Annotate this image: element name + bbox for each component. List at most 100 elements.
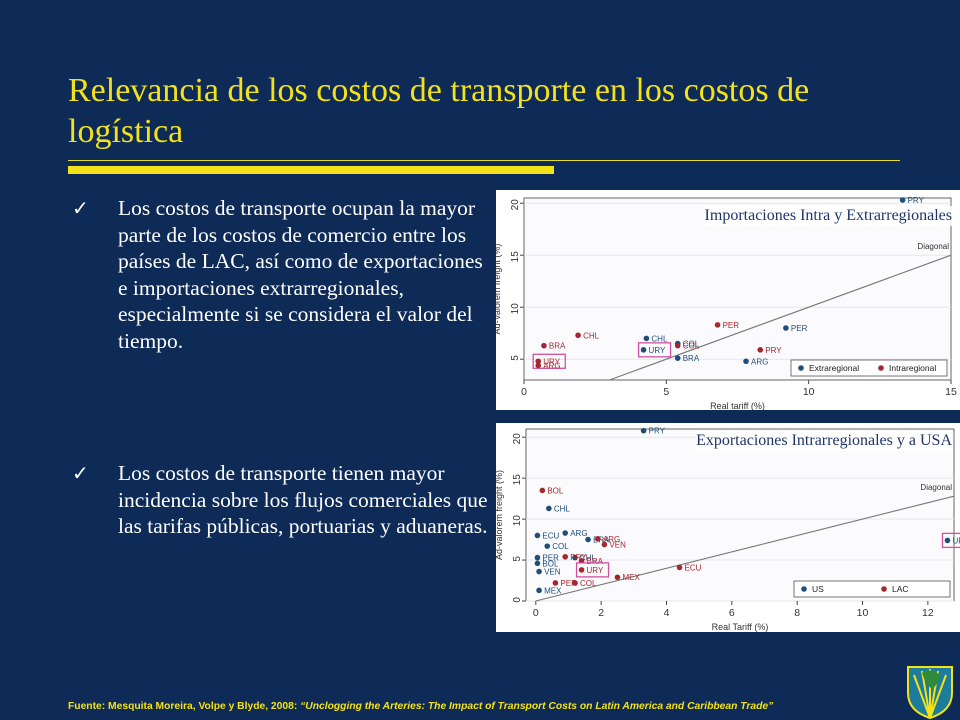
- point-label: MEX: [544, 586, 562, 595]
- diagonal-line: [535, 495, 955, 602]
- x-tick-label: 2: [598, 607, 604, 619]
- point-label: BOL: [547, 486, 564, 495]
- source-citation: Fuente: Mesquita Moreira, Volpe y Blyde,…: [68, 701, 773, 712]
- point-label: ARG: [570, 529, 587, 538]
- data-point: [562, 530, 569, 536]
- title-underline-thin: [68, 160, 900, 161]
- point-label: BRA: [587, 557, 604, 566]
- highlight-box: [637, 342, 672, 358]
- data-point: [534, 560, 541, 567]
- point-label: VEN: [609, 540, 626, 549]
- checkmark-icon: ✓: [72, 196, 89, 220]
- data-point: [743, 358, 749, 365]
- point-label: ARG: [543, 361, 560, 370]
- legend-label: Extraregional: [809, 363, 859, 373]
- data-point: [546, 505, 552, 512]
- bullet-text: Los costos de transporte tienen mayor in…: [118, 461, 488, 538]
- point-label: ARG: [751, 357, 768, 366]
- x-tick-label: 6: [729, 607, 735, 619]
- point-label: PRY: [649, 427, 666, 436]
- exports-scatter-chart: 0 5 10 15 20 0 2 4 6 8 10 12 Real Tariff (%) Ad-valor…: [496, 423, 960, 632]
- y-tick-label: 20: [512, 433, 523, 445]
- point-label: CHL: [580, 554, 597, 563]
- point-label: PRY: [908, 196, 925, 205]
- point-label: ARG: [603, 535, 620, 544]
- x-tick-label: 0: [521, 386, 527, 398]
- data-point: [595, 535, 601, 542]
- data-point: [536, 568, 542, 575]
- legend-label: LAC: [892, 584, 909, 594]
- y-axis-label: Ad-valorem freight (%): [496, 470, 504, 560]
- y-tick-label: 5: [512, 556, 523, 562]
- data-point: [640, 347, 647, 353]
- slide-title: Relevancia de los costos de transporte e…: [68, 72, 810, 150]
- point-label: COL: [580, 579, 597, 588]
- y-axis-label: Ad-Valorem freight (%): [496, 244, 502, 335]
- data-point: [714, 322, 721, 328]
- title-underline-thick: [68, 166, 554, 174]
- point-label: CHL: [554, 504, 571, 513]
- data-point: [601, 541, 608, 548]
- data-point: [534, 554, 541, 561]
- y-tick-label: 10: [512, 515, 523, 527]
- x-tick-label: 5: [663, 386, 669, 398]
- x-tick-label: 12: [922, 607, 934, 619]
- x-tick-label: 0: [533, 607, 539, 619]
- point-label: BOL: [542, 559, 559, 568]
- y-tick-label: 15: [510, 251, 521, 263]
- point-label: ECU: [542, 531, 559, 540]
- point-label: BRA: [683, 354, 700, 363]
- data-point: [562, 553, 569, 560]
- data-point: [674, 355, 681, 361]
- point-label: URY: [649, 346, 666, 355]
- point-label: MEX: [622, 573, 640, 582]
- legend-marker: [801, 586, 807, 592]
- point-label: CHL: [583, 331, 600, 340]
- data-point: [572, 580, 578, 586]
- y-tick-label: 0: [512, 597, 523, 603]
- data-point: [552, 580, 559, 586]
- point-label: PRY: [570, 553, 587, 562]
- legend-marker: [878, 365, 884, 371]
- data-point: [944, 537, 951, 544]
- data-point: [535, 362, 542, 369]
- y-tick-label: 10: [510, 303, 521, 315]
- data-point: [535, 358, 542, 365]
- data-point: [575, 332, 581, 339]
- point-label: PER: [560, 579, 577, 588]
- legend-marker: [798, 365, 804, 371]
- diagonal-label: Diagonal: [920, 483, 952, 492]
- x-tick-label: 10: [803, 386, 815, 398]
- data-point: [544, 543, 551, 549]
- legend-box: [790, 359, 948, 377]
- highlight-box: [532, 353, 566, 369]
- data-point: [541, 342, 547, 349]
- point-label: ECU: [685, 563, 702, 572]
- point-label: URY: [543, 357, 560, 366]
- exports-scatter-svg: 0 5 10 15 20 0 2 4 6 8 10 12 Real Tariff (%) Ad-valor…: [496, 427, 960, 632]
- x-tick-label: 10: [857, 607, 869, 619]
- point-label: VEN: [544, 568, 561, 577]
- data-point: [536, 587, 542, 594]
- checkmark-icon: ✓: [72, 461, 89, 485]
- highlight-box: [941, 532, 960, 549]
- x-tick-label: 15: [945, 386, 957, 398]
- legend-marker: [881, 586, 887, 592]
- point-label: PER: [791, 324, 808, 333]
- point-label: CHL: [651, 334, 668, 343]
- bullet-item: ✓ Los costos de transporte tienen mayor …: [72, 460, 492, 540]
- highlight-box: [575, 562, 610, 578]
- institution-logo: [900, 655, 960, 720]
- legend-box: [793, 580, 951, 598]
- diagonal-label: Diagonal: [917, 242, 949, 251]
- x-tick-label: 8: [794, 607, 800, 619]
- point-label: PRY: [765, 346, 782, 355]
- legend-label: Intraregional: [889, 363, 936, 373]
- data-point: [585, 536, 591, 543]
- source-prefix: Fuente: Mesquita Moreira, Volpe y Blyde,…: [68, 701, 301, 712]
- data-point: [640, 427, 647, 434]
- y-tick-label: 15: [512, 474, 523, 486]
- point-label: COL: [552, 542, 569, 551]
- plot-area: [523, 197, 952, 381]
- source-title: “Unclogging the Arteries: The Impact of …: [300, 701, 774, 712]
